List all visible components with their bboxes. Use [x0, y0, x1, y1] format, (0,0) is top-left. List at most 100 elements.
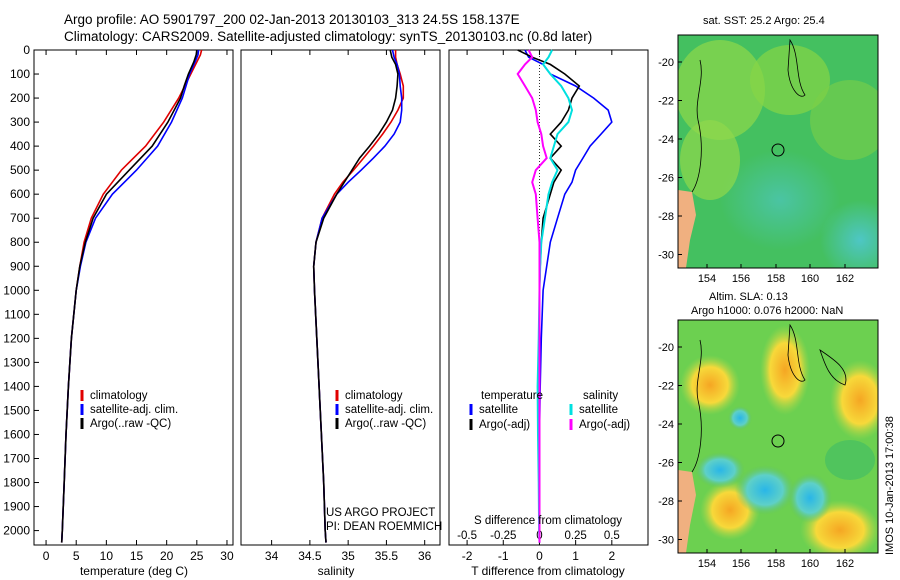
map-x-tick-label: 162 — [836, 558, 854, 570]
sla-map-axes: 154 156 158 160 162 -20 -22 -24 -26 -28 -30 — [658, 342, 854, 570]
depth-tick-label: 2000 — [3, 524, 30, 538]
sst-map-frame — [677, 34, 879, 269]
s-diff-tick-label: -0.25 — [490, 530, 516, 542]
map-x-tick-label: 160 — [801, 273, 819, 285]
map-x-tick-label: 154 — [698, 273, 716, 285]
map-y-tick-label: -24 — [658, 419, 674, 431]
legend-label: Argo(..raw -QC) — [90, 418, 171, 430]
series-line-2 — [517, 49, 581, 543]
difference-plot-frame — [448, 49, 649, 546]
series-line-3 — [60, 49, 198, 543]
sla-map: 154 156 158 160 162 -20 -22 -24 -26 -28 -30 — [658, 319, 879, 570]
x-tick-label: 0 — [43, 549, 50, 563]
map-y-tick-label: -20 — [658, 342, 674, 354]
map-y-tick-label: -22 — [658, 96, 674, 108]
temperature-legend: climatology satellite-adj. clim. Argo(..ra… — [80, 390, 178, 430]
map-y-tick-label: -26 — [658, 173, 674, 185]
legend-label: Argo(-adj) — [579, 419, 630, 431]
x-tick-label: 20 — [160, 549, 174, 563]
x-tick-label: 35 — [341, 549, 355, 563]
depth-tick-label: 700 — [10, 211, 30, 225]
sla-map-title-line2: Argo h1000: 0.076 h2000: NaN — [691, 305, 844, 317]
difference-series — [516, 49, 613, 543]
pi-annotation: PI: DEAN ROEMMICH — [326, 521, 442, 533]
map-y-tick-label: -28 — [658, 211, 674, 223]
x-tick-label: 1 — [572, 549, 579, 563]
x-tick-label: 5 — [73, 549, 80, 563]
x-tick-label: 30 — [220, 549, 234, 563]
depth-tick-label: 1400 — [3, 379, 30, 393]
map-x-tick-label: 162 — [836, 273, 854, 285]
depth-tick-label: 300 — [10, 115, 30, 129]
x-tick-label: 10 — [100, 549, 114, 563]
depth-tick-label: 1500 — [3, 403, 30, 417]
map-y-tick-label: -26 — [658, 458, 674, 470]
depth-tick-label: 800 — [10, 235, 30, 249]
chart-title-line2: Climatology: CARS2009. Satellite-adjuste… — [64, 29, 593, 44]
depth-tick-label: 200 — [10, 91, 30, 105]
x-tick-label: 34 — [265, 549, 279, 563]
s-diff-tick-label: 0.25 — [564, 530, 586, 542]
sla-map-title-line1: Altim. SLA: 0.13 — [709, 291, 788, 303]
x-tick-label: 25 — [190, 549, 204, 563]
legend-label: satellite-adj. clim. — [90, 404, 178, 416]
chart-title-line1: Argo profile: AO 5901797_200 02-Jan-2013… — [64, 12, 520, 27]
difference-legend: temperature salinity satellite Argo(-adj) sa… — [469, 390, 630, 431]
salinity-axis: 34 34.5 35 35.5 36 — [265, 50, 432, 563]
difference-panel: -2 -1 0 1 2-0.5 -0.25 0 0.25 0.5 temperature sali… — [448, 49, 649, 578]
temperature-series — [60, 49, 203, 543]
legend-label: Argo(..raw -QC) — [345, 418, 426, 430]
x-tick-label: 15 — [130, 549, 144, 563]
depth-tick-label: 1600 — [3, 427, 30, 441]
map-x-tick-label: 160 — [801, 558, 819, 570]
series-line-2 — [60, 49, 200, 543]
series-line-1 — [312, 50, 405, 543]
legend-label: satellite — [479, 404, 518, 416]
depth-tick-label: 1100 — [4, 307, 30, 321]
map-y-tick-label: -24 — [658, 134, 674, 146]
sla-map-frame — [677, 319, 879, 554]
sst-map-title: sat. SST: 25.2 Argo: 25.4 — [703, 15, 825, 27]
x-tick-label: 2 — [608, 549, 615, 563]
map-x-tick-label: 156 — [732, 558, 750, 570]
depth-tick-label: 1800 — [3, 476, 30, 490]
series-line-2 — [312, 49, 403, 543]
x-tick-label: -2 — [462, 549, 473, 563]
depth-tick-label: 0 — [23, 43, 30, 57]
x-tick-label: 0 — [536, 549, 543, 563]
x-tick-label: 36 — [418, 549, 432, 563]
salinity-panel: 34 34.5 35 35.5 36 climatology satellite-adj.… — [240, 49, 442, 578]
sst-map-axes: 154 156 158 160 162 -20 -22 -24 -26 -28 -30 — [658, 57, 854, 285]
s-diff-tick-label: -0.5 — [457, 530, 477, 542]
legend-label: climatology — [90, 390, 148, 402]
legend-label: satellite-adj. clim. — [345, 404, 433, 416]
map-y-tick-label: -22 — [658, 381, 674, 393]
salinity-legend: climatology satellite-adj. clim. Argo(..ra… — [335, 390, 433, 430]
salinity-difference-label: S difference from climatology — [474, 515, 622, 527]
depth-axis: 0 100 200 300 400 500 600 700 800 900 1000 1100 1200… — [3, 43, 39, 538]
x-tick-label: 35.5 — [375, 549, 399, 563]
imos-timestamp: IMOS 10-Jan-2013 17:00:38 — [884, 416, 896, 555]
depth-tick-label: 400 — [10, 139, 30, 153]
legend-label: satellite — [579, 404, 618, 416]
depth-tick-label: 900 — [10, 259, 30, 273]
salinity-plot-frame — [240, 49, 441, 546]
temperature-axis: 0 5 10 15 20 25 30 — [43, 50, 234, 563]
project-annotation: US ARGO PROJECT — [326, 507, 435, 519]
map-x-tick-label: 156 — [732, 273, 750, 285]
series-line-3 — [312, 49, 399, 543]
x-tick-label: -1 — [498, 549, 509, 563]
map-y-tick-label: -20 — [658, 57, 674, 69]
depth-tick-label: 500 — [10, 163, 30, 177]
depth-tick-label: 1000 — [3, 283, 30, 297]
map-y-tick-label: -30 — [658, 535, 674, 547]
legend-label: climatology — [345, 390, 403, 402]
depth-tick-label: 1700 — [3, 451, 30, 465]
salinity-series — [312, 49, 405, 543]
temperature-panel: 0100200300400500600700800900100011001200… — [3, 43, 234, 578]
legend-header-salinity: salinity — [583, 390, 618, 402]
map-y-tick-label: -30 — [658, 250, 674, 262]
legend-header-temperature: temperature — [481, 390, 543, 402]
map-x-tick-label: 158 — [767, 558, 785, 570]
